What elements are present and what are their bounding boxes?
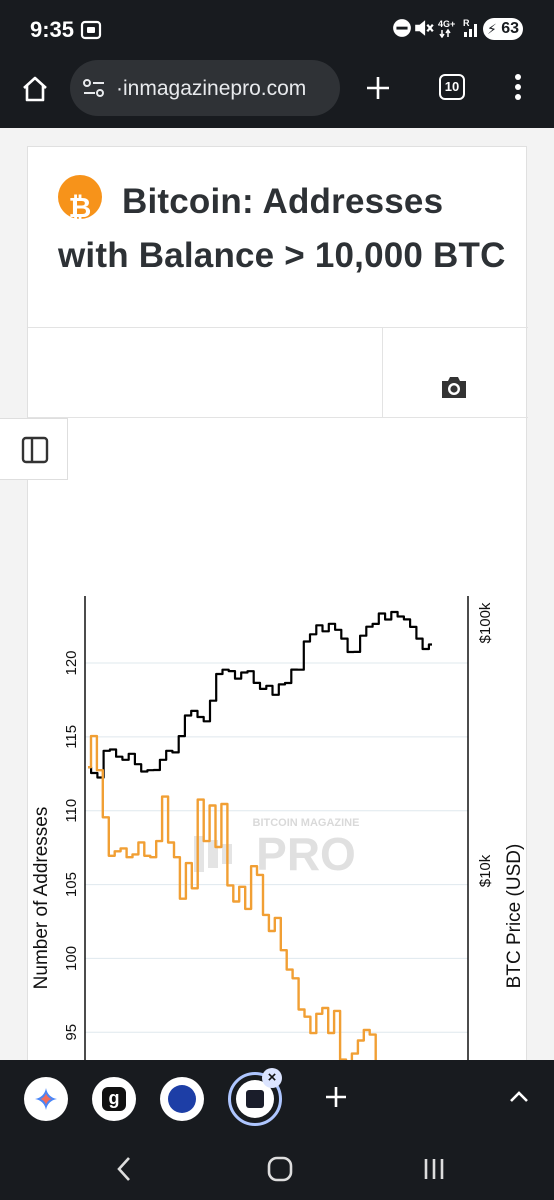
status-bar: 9:35 4G+ R ⚡ 63 <box>0 0 554 56</box>
new-tab-icon[interactable] <box>364 74 392 102</box>
home-nav-icon[interactable] <box>266 1155 294 1183</box>
page-title-text: Bitcoin: Addresses with Balance > 10,000… <box>58 182 506 275</box>
g-icon: g <box>102 1087 126 1111</box>
sidebar-toggle-button[interactable] <box>0 418 68 480</box>
divider <box>28 327 528 328</box>
y-left-tick-label: 110 <box>63 799 80 823</box>
signal-icon: R <box>463 18 477 37</box>
dnd-icon <box>393 19 411 37</box>
bitcoin-icon: ₿ <box>58 175 102 223</box>
divider <box>382 327 383 417</box>
tab-switcher-button[interactable]: 10 <box>439 74 465 100</box>
bottom-bar: g × <box>0 1060 554 1200</box>
addresses-chart: BITCOIN MAGAZINE PRO 8590951001051101151… <box>31 596 525 1060</box>
site-settings-icon[interactable] <box>82 78 106 98</box>
watermark: BITCOIN MAGAZINE PRO <box>194 817 359 880</box>
gemini-app-button[interactable] <box>24 1077 68 1121</box>
screenshot-icon <box>80 20 102 40</box>
charging-icon: ⚡ <box>487 21 497 37</box>
svg-text:R: R <box>463 18 470 28</box>
addresses-line <box>88 734 377 1060</box>
watermark-main: PRO <box>256 828 356 880</box>
active-app-ring[interactable] <box>228 1072 282 1126</box>
mute-icon <box>415 20 434 36</box>
back-nav-icon[interactable] <box>114 1155 134 1183</box>
y-right-tick-label: $10k <box>477 854 494 887</box>
y-left-tick-label: 95 <box>63 1024 80 1041</box>
sparkle-icon <box>35 1088 57 1110</box>
sidebar-icon <box>21 436 49 464</box>
status-time: 9:35 <box>30 17 75 42</box>
y-axis-right-label: BTC Price (USD) <box>504 844 525 989</box>
btc-price-line <box>88 610 432 779</box>
overflow-menu-icon[interactable] <box>512 72 524 102</box>
browser-toolbar: ·inmagazinepro.com 10 <box>0 56 554 128</box>
y-left-tick-label: 120 <box>63 650 80 675</box>
chart-card: ₿ Bitcoin: Addresses with Balance > 10,00… <box>27 146 528 1060</box>
y-left-tick-label: 100 <box>63 946 80 971</box>
battery-level: 63 <box>501 20 519 37</box>
add-app-icon[interactable] <box>324 1085 348 1109</box>
svg-text:4G+: 4G+ <box>438 19 455 29</box>
url-text[interactable]: ·inmagazinepro.com <box>116 77 307 100</box>
cube-icon <box>168 1085 196 1113</box>
close-app-icon[interactable]: × <box>262 1068 282 1088</box>
watermark-top: BITCOIN MAGAZINE <box>253 817 360 829</box>
crypto-app-button[interactable] <box>160 1077 204 1121</box>
page-title: ₿ Bitcoin: Addresses with Balance > 10,00… <box>58 175 508 283</box>
bm-pro-icon <box>236 1080 274 1118</box>
y-left-tick-label: 115 <box>63 725 80 749</box>
battery-indicator: ⚡ 63 <box>483 18 523 40</box>
home-icon[interactable] <box>20 74 50 104</box>
y-right-tick-label: $100k <box>477 602 494 643</box>
web-page: ₿ Bitcoin: Addresses with Balance > 10,00… <box>0 128 554 1060</box>
y-left-tick-label: 105 <box>63 872 80 897</box>
network-icon: 4G+ <box>438 19 455 38</box>
divider <box>28 417 528 418</box>
expand-icon[interactable] <box>508 1088 530 1104</box>
recents-nav-icon[interactable] <box>422 1157 446 1181</box>
goodnotes-app-button[interactable]: g <box>92 1077 136 1121</box>
y-axis-left-label: Number of Addresses <box>31 807 52 990</box>
address-bar[interactable]: ·inmagazinepro.com <box>70 60 340 116</box>
camera-icon[interactable] <box>439 374 469 400</box>
